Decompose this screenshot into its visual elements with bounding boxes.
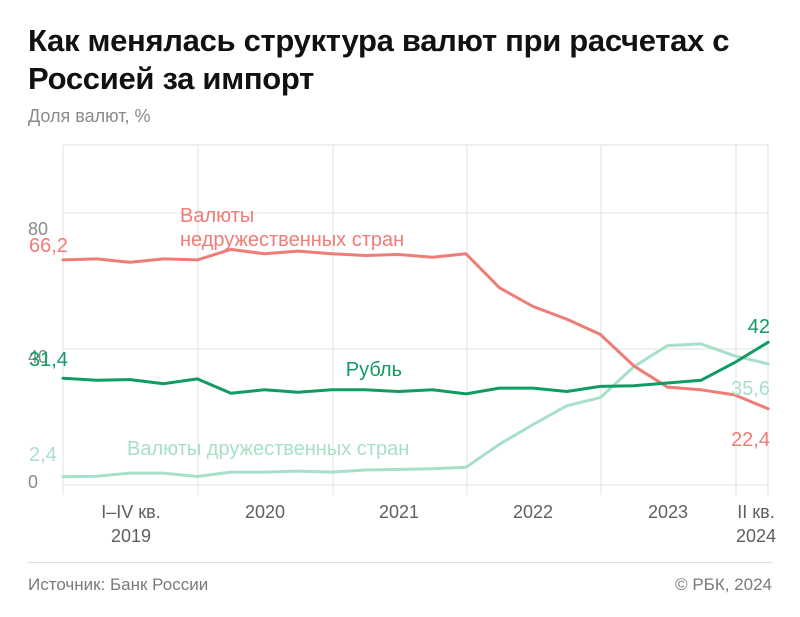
series-line-friendly	[61, 342, 770, 479]
series-name-label: Валюты дружественных стран	[127, 438, 409, 460]
x-tick-label: 2024	[736, 526, 776, 546]
end-value-label: 42	[748, 316, 770, 338]
series-line-ruble	[61, 340, 770, 396]
line-chart: 0 40 80 I–IV кв. 2019 2020 2021 2022 2023 II кв. 2…	[28, 144, 776, 546]
x-tick-label: 2020	[245, 502, 285, 522]
y-tick-label: 0	[28, 472, 38, 492]
series-name-label: недружественных стран	[180, 229, 404, 251]
x-tick-label: 2021	[379, 502, 419, 522]
tick-layer: 0 40 80 I–IV кв. 2019 2020 2021 2022 2023 II кв. 2…	[28, 219, 776, 546]
end-value-label: 35,6	[731, 378, 770, 400]
y-tick-label: 40	[28, 347, 48, 367]
end-value-label: 22,4	[731, 429, 770, 451]
start-value-label: 2,4	[29, 444, 57, 466]
series-name-label: Валюты	[180, 205, 254, 227]
series-layer	[61, 247, 770, 479]
x-tick-label: 2022	[513, 502, 553, 522]
grid-layer	[62, 144, 769, 495]
x-tick-label: 2023	[648, 502, 688, 522]
y-tick-label: 80	[28, 219, 48, 239]
source-note: Источник: Банк России	[28, 575, 209, 594]
x-tick-label: I–IV кв.	[101, 502, 160, 522]
start-value-label: 66,2	[29, 235, 68, 257]
footer-divider	[28, 562, 772, 563]
series-line-unfriendly	[61, 247, 770, 411]
copyright-note: © РБК, 2024	[675, 575, 772, 594]
series-name-label: Рубль	[346, 359, 402, 381]
start-value-label: 31,4	[29, 349, 68, 371]
chart-title: Как менялась структура валют при расчета…	[28, 23, 730, 96]
x-tick-label: II кв.	[737, 502, 774, 522]
y-axis-label: Доля валют, %	[28, 106, 151, 126]
x-tick-label: 2019	[111, 526, 151, 546]
